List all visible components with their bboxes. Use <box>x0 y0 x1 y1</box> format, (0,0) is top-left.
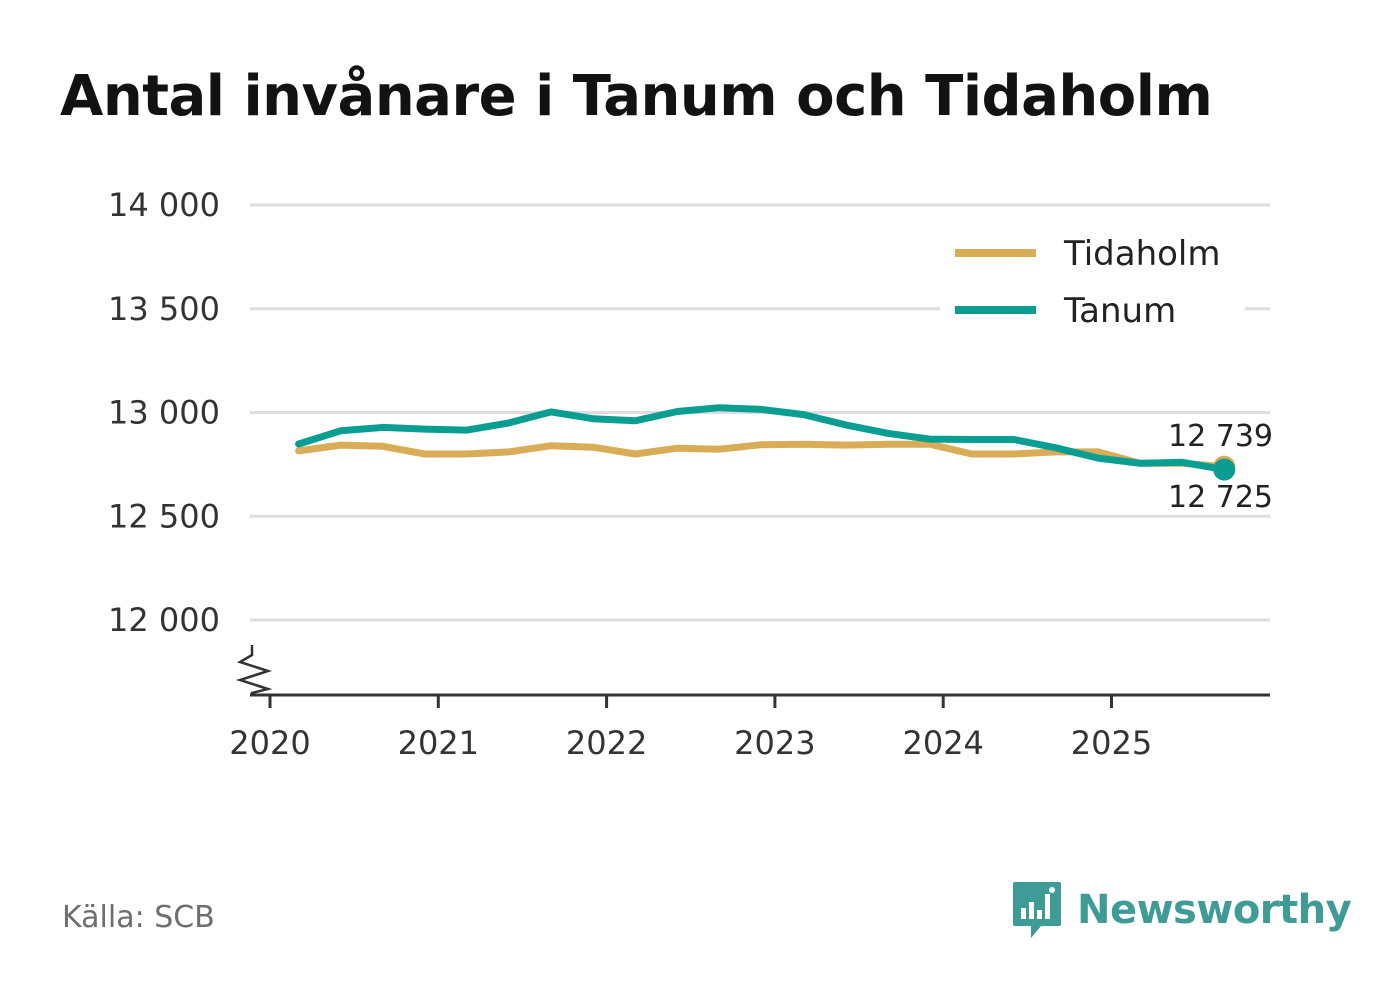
y-tick-label: 12 500 <box>108 497 220 535</box>
brand-logo[interactable]: Newsworthy <box>1011 880 1352 940</box>
legend-label: Tidaholm <box>1063 234 1221 274</box>
x-tick-label: 2024 <box>902 724 983 762</box>
end-value-label: 12 725 <box>1168 480 1273 515</box>
y-tick-label: 12 000 <box>108 601 220 639</box>
end-labels: 12 739 12 725 <box>1168 419 1273 515</box>
end-point-tanum <box>1213 458 1236 481</box>
y-tick-label: 13 000 <box>108 394 220 432</box>
axis-break-mark <box>235 645 273 695</box>
x-tick-label: 2022 <box>566 724 647 762</box>
end-value-label: 12 739 <box>1168 419 1273 454</box>
chart-title: Antal invånare i Tanum och Tidaholm <box>60 64 1213 129</box>
legend-label: Tanum <box>1063 291 1176 331</box>
legend-background <box>940 228 1245 336</box>
x-tick-label: 2020 <box>229 724 310 762</box>
x-tick-label: 2021 <box>398 724 479 762</box>
x-tick-label: 2023 <box>734 724 815 762</box>
source-note: Källa: SCB <box>62 900 215 935</box>
x-axis-ticks: 2020 2021 2022 2023 2024 2025 <box>229 695 1152 762</box>
legend: Tidaholm Tanum <box>940 228 1245 336</box>
newsworthy-logo-icon <box>1013 882 1061 938</box>
y-axis-ticks: 14 000 13 500 13 000 12 500 12 000 <box>108 186 220 639</box>
brand-name: Newsworthy <box>1077 887 1352 933</box>
series-lines <box>295 404 1236 481</box>
y-tick-label: 14 000 <box>108 186 220 224</box>
series-line-tanum <box>295 404 1228 474</box>
x-tick-label: 2025 <box>1071 724 1152 762</box>
y-tick-label: 13 500 <box>108 290 220 328</box>
x-axis <box>235 645 1270 697</box>
